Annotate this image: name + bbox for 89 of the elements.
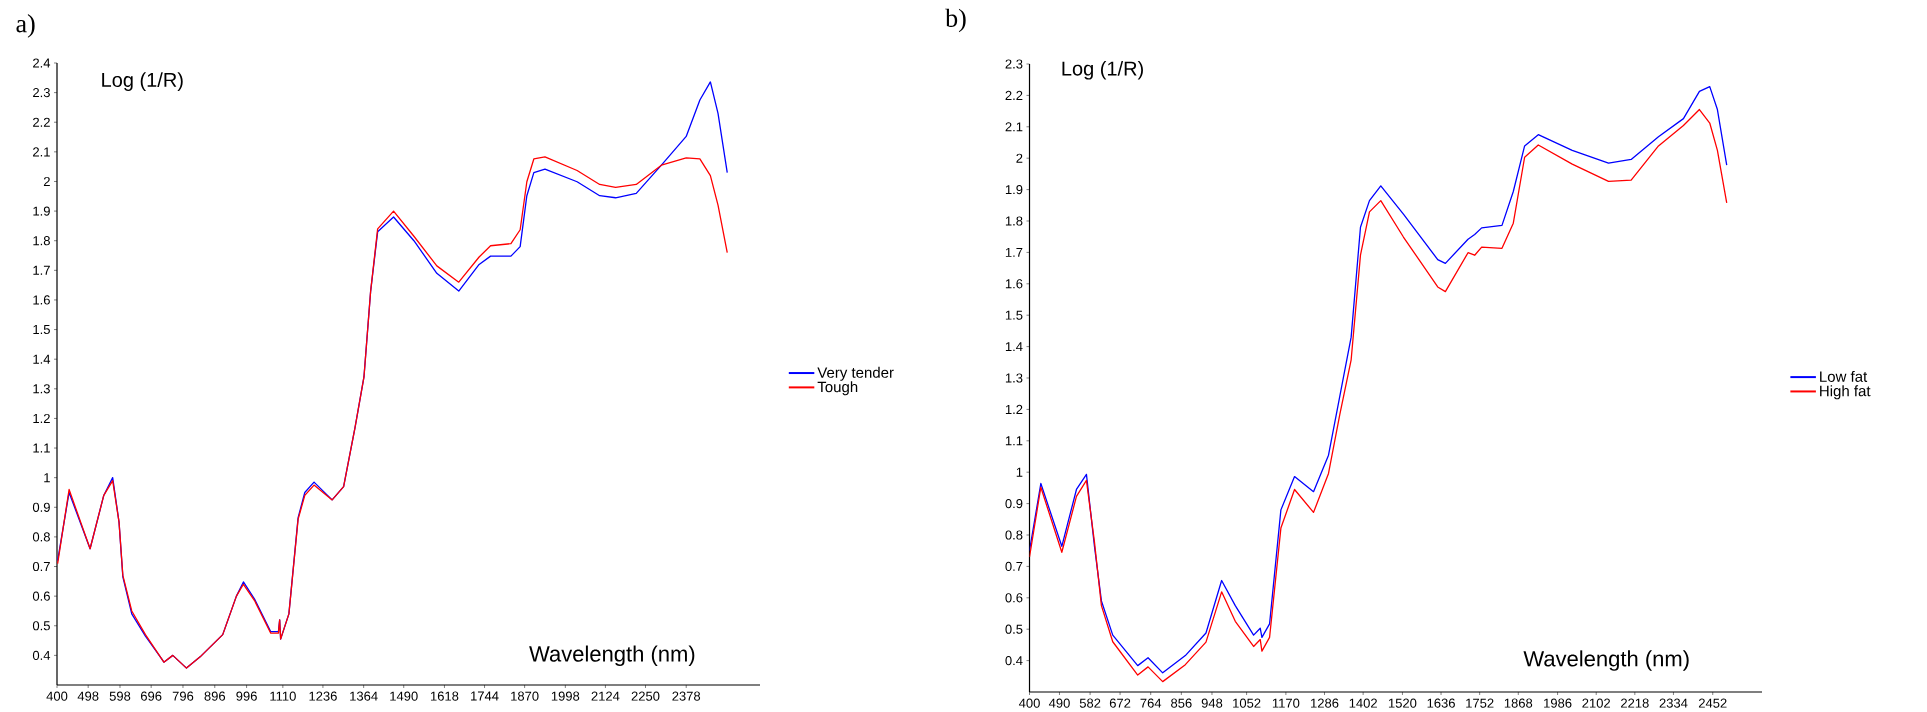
y-tick-label: 1.2 (33, 413, 50, 423)
y-tick-label: 0.8 (32, 532, 50, 542)
y-tick-label: 0.5 (1005, 624, 1023, 634)
x-tick-label: 1110 (270, 691, 296, 701)
x-tick-label: 2102 (1582, 698, 1611, 708)
x-tick-label: 896 (204, 691, 226, 701)
y-tick-label: 2.4 (33, 58, 51, 68)
y-tick-label: 1.7 (33, 265, 50, 275)
x-tick-label: 996 (236, 691, 257, 701)
y-tick-label: 2.3 (33, 88, 50, 98)
y-tick-label: 1.6 (33, 295, 50, 305)
legend-label: Tough (817, 381, 858, 396)
y-tick-label: 1.3 (1005, 373, 1023, 383)
y-tick-label: 1.7 (1005, 247, 1023, 257)
x-tick-label: 2218 (1621, 698, 1649, 708)
y-tick-label: 1.5 (1005, 310, 1023, 320)
x-tick-label: 1870 (511, 691, 539, 701)
x-tick-label: 1752 (1466, 698, 1494, 708)
y-tick-label: 0.9 (1005, 498, 1023, 509)
y-tick-label: 0.4 (32, 650, 51, 660)
x-tick-label: 1170 (1272, 698, 1300, 708)
x-tick-label: 400 (1018, 698, 1040, 708)
x-axis-title: Wavelength (nm) (1523, 650, 1689, 671)
y-tick-label: 1.8 (33, 236, 50, 246)
y-tick-label: 1.3 (33, 384, 50, 394)
y-tick-label: 1 (44, 473, 50, 483)
x-tick-label: 1490 (390, 691, 418, 701)
y-tick-label: 1.6 (1005, 279, 1023, 289)
chart-title: b) (945, 8, 966, 33)
x-tick-label: 856 (1171, 698, 1192, 708)
x-tick-label: 400 (46, 691, 68, 701)
x-tick-label: 1868 (1504, 698, 1533, 708)
x-tick-label: 1998 (551, 691, 580, 701)
y-tick-label: 2 (43, 176, 50, 187)
legend-label: Low fat (1820, 370, 1868, 382)
y-tick-label: 0.5 (32, 621, 50, 631)
y-tick-label: 0.7 (32, 561, 50, 572)
x-tick-label: 764 (1140, 698, 1162, 708)
chart-title: a) (16, 14, 35, 38)
y-tick-label: 1 (1016, 467, 1023, 477)
x-tick-label: 1618 (430, 691, 459, 701)
y-tick-label: 1.8 (1005, 216, 1023, 226)
legend-label: Very tender (817, 366, 894, 381)
x-tick-label: 1402 (1349, 698, 1377, 708)
y-tick-label: 1.1 (33, 443, 50, 453)
y-tick-label: 1.4 (33, 354, 51, 364)
x-tick-label: 2452 (1698, 698, 1727, 708)
y-tick-label: 0.7 (1005, 561, 1023, 571)
y-tick-label: 2.2 (1005, 90, 1023, 100)
y-tick-label: 2.2 (33, 117, 50, 127)
x-tick-label: 2124 (591, 691, 620, 701)
y-axis-title: Log (1/R) (102, 72, 183, 91)
x-tick-label: 696 (140, 691, 162, 701)
x-tick-label: 948 (1201, 698, 1223, 708)
x-tick-label: 1286 (1311, 698, 1339, 708)
x-tick-label: 2378 (672, 691, 701, 701)
y-tick-label: 1.5 (33, 325, 50, 335)
y-tick-label: 1.9 (33, 206, 50, 216)
x-tick-label: 582 (1079, 698, 1101, 708)
x-tick-label: 1052 (1233, 698, 1261, 708)
x-tick-label: 1636 (1427, 698, 1455, 708)
y-tick-label: 2.1 (1005, 122, 1023, 132)
x-tick-label: 1744 (471, 691, 499, 701)
y-tick-label: 0.4 (1005, 656, 1023, 666)
y-tick-label: 1.4 (1005, 342, 1023, 352)
x-axis-title: Wavelength (nm) (529, 645, 695, 667)
y-tick-label: 2 (1016, 153, 1023, 163)
x-tick-label: 796 (172, 691, 194, 701)
x-tick-label: 1236 (309, 691, 337, 701)
x-tick-label: 498 (77, 691, 99, 701)
x-tick-label: 2250 (631, 691, 660, 701)
x-tick-label: 490 (1048, 698, 1070, 708)
y-tick-label: 1.9 (1005, 184, 1023, 195)
y-tick-label: 0.6 (1005, 593, 1023, 603)
y-tick-label: 0.8 (1005, 530, 1023, 540)
x-tick-label: 1986 (1544, 698, 1572, 708)
y-tick-label: 0.6 (32, 591, 50, 601)
x-tick-label: 598 (109, 691, 131, 701)
x-tick-label: 672 (1109, 698, 1131, 708)
y-tick-label: 1.1 (1005, 436, 1023, 446)
x-tick-label: 1520 (1388, 698, 1417, 708)
y-tick-label: 2.3 (1005, 59, 1023, 69)
x-tick-label: 1364 (350, 691, 378, 701)
y-tick-label: 2.1 (33, 147, 50, 157)
y-axis-title: Log (1/R) (1062, 60, 1143, 80)
y-tick-label: 1.2 (1005, 404, 1023, 414)
legend-label: High fat (1820, 385, 1871, 400)
x-tick-label: 2334 (1659, 698, 1688, 708)
y-tick-label: 0.9 (32, 502, 50, 512)
